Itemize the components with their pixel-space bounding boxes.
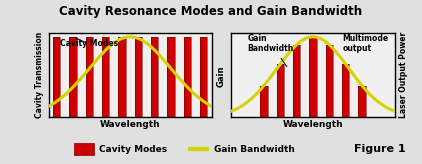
- Text: Figure 1: Figure 1: [354, 144, 406, 154]
- Y-axis label: Cavity Transmission: Cavity Transmission: [35, 32, 44, 118]
- Text: Cavity Resonance Modes and Gain Bandwidth: Cavity Resonance Modes and Gain Bandwidt…: [60, 5, 362, 18]
- X-axis label: Wavelength: Wavelength: [283, 120, 343, 129]
- Text: Gain Bandwidth: Gain Bandwidth: [214, 145, 295, 154]
- Text: Gain
Bandwidth: Gain Bandwidth: [248, 34, 294, 67]
- Text: Gain: Gain: [217, 65, 226, 87]
- X-axis label: Wavelength: Wavelength: [100, 120, 160, 129]
- Text: Cavity Modes: Cavity Modes: [99, 145, 167, 154]
- Y-axis label: Laser Output Power: Laser Output Power: [399, 32, 408, 118]
- Text: Multimode
output: Multimode output: [342, 34, 389, 53]
- Text: Cavity Modes: Cavity Modes: [60, 38, 118, 49]
